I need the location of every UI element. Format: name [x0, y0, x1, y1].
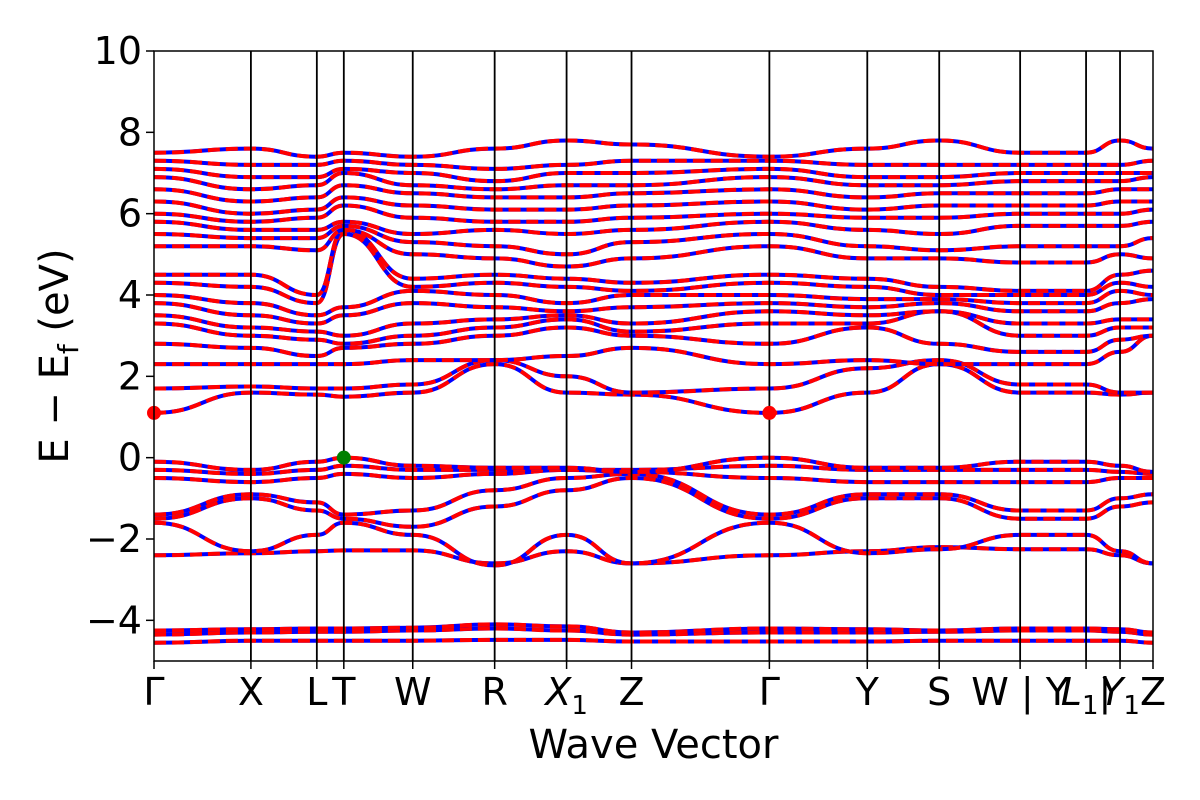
x-tick-label: W | Y: [971, 670, 1070, 715]
band-4-spin-up: [153, 520, 1154, 568]
band-17-spin-down: [153, 288, 1154, 318]
x-tick-label: S: [927, 670, 951, 714]
x-tick-label: Γ: [143, 670, 164, 714]
x-axis-ticks: Γ X L T W R X1 Z Γ Y S W | YL1|Y1 Z: [143, 661, 1166, 721]
y-axis-label: E − Ef (eV): [32, 248, 85, 463]
band-edge-marker-1: [762, 405, 777, 420]
x-tick-label: R: [481, 670, 507, 714]
band-18-spin-down: [153, 231, 1154, 306]
x-tick-label: W: [394, 670, 432, 714]
y-tick-label: 4: [118, 273, 142, 317]
band-edge-marker-2: [336, 450, 351, 465]
band-5-spin-up: [153, 475, 1154, 529]
x-tick-label: Z: [1140, 670, 1166, 714]
y-axis-label-unit: (eV): [32, 248, 78, 344]
x-tick-label: L: [306, 670, 327, 714]
x-tick-label: X: [238, 670, 264, 714]
plot-frame: [153, 50, 1154, 662]
band-24-spin-down: [153, 195, 1153, 216]
x-tick-label: Y: [855, 670, 880, 714]
band-26-spin-down: [153, 170, 1154, 192]
high-symmetry-lines: [250, 51, 1121, 661]
y-tick-label: 2: [118, 354, 142, 398]
x-tick-label: X1: [543, 670, 588, 721]
band-16-spin-down: [153, 297, 1154, 326]
y-axis-label-main: E − E: [32, 354, 78, 464]
x-axis-label: Wave Vector: [529, 722, 780, 768]
band-22-spin-down: [153, 219, 1154, 237]
band-25-spin-down: [153, 183, 1153, 204]
y-tick-label: 8: [118, 110, 142, 154]
band-12-spin-down: [154, 333, 1154, 367]
y-axis-ticks: −4 −2 0 2 4 6 8 10: [86, 29, 154, 642]
band-14-spin-down: [153, 309, 1153, 346]
band-27-spin-down: [153, 166, 1153, 184]
band-20-spin-down: [154, 227, 1154, 269]
band-29-spin-down: [153, 138, 1154, 159]
band-4-spin-down: [153, 520, 1154, 568]
x-tick-label: T: [331, 670, 356, 714]
y-tick-label: −4: [86, 598, 142, 642]
x-tick-label: Y1: [1100, 670, 1140, 721]
x-tick-label: Z: [618, 670, 644, 714]
y-tick-label: 6: [118, 192, 142, 236]
band-edge-markers: [147, 405, 777, 465]
x-tick-label: L1|: [1061, 670, 1112, 721]
y-axis-label-subscript: f: [52, 343, 85, 354]
band-23-spin-down: [153, 203, 1154, 224]
x-tick-label: Γ: [759, 670, 780, 714]
band-9-spin-down: [153, 455, 1154, 474]
band-10-spin-down: [153, 362, 1154, 415]
band-15-spin-down: [153, 309, 1153, 338]
y-tick-label: 10: [94, 29, 142, 73]
band-13-spin-down: [153, 325, 1154, 359]
y-tick-label: −2: [86, 517, 142, 561]
bands-layer: [153, 138, 1154, 645]
y-tick-label: 0: [118, 436, 142, 480]
